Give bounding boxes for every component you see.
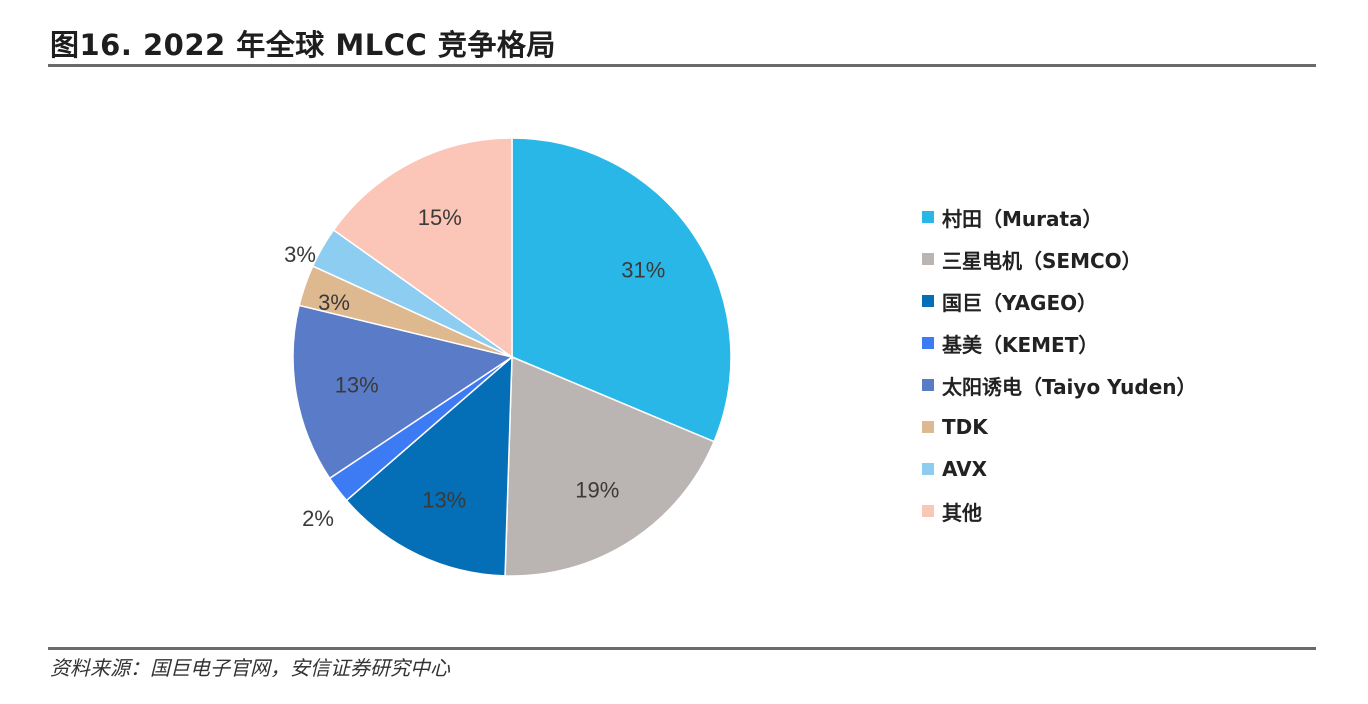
legend-swatch <box>922 253 934 265</box>
legend-label: AVX <box>942 457 988 481</box>
legend-item: 其他 <box>922 490 1342 532</box>
legend-swatch <box>922 463 934 475</box>
legend-label: 其他 <box>942 500 982 525</box>
legend-item: 基美（KEMET） <box>922 322 1342 364</box>
slice-value-label: 3% <box>318 290 350 315</box>
legend-label: 太阳诱电（Taiyo Yuden） <box>942 374 1197 399</box>
legend-label: 三星电机（SEMCO） <box>942 248 1142 273</box>
pie-slice <box>292 304 514 480</box>
pie-slice <box>332 137 513 359</box>
figure-title: 图16. 2022 年全球 MLCC 竞争格局 <box>50 28 556 62</box>
slice-value-label: 15% <box>418 205 462 230</box>
legend-swatch <box>922 211 934 223</box>
legend-item: 三星电机（SEMCO） <box>922 238 1342 280</box>
legend-item: AVX <box>922 448 1342 490</box>
slice-value-label: 19% <box>575 478 619 503</box>
legend-item: 村田（Murata） <box>922 196 1342 238</box>
source-note: 资料来源：国巨电子官网，安信证券研究中心 <box>50 656 450 680</box>
slice-value-label: 2% <box>302 506 334 531</box>
legend-swatch <box>922 505 934 517</box>
legend-label: 国巨（YAGEO） <box>942 290 1098 315</box>
legend-swatch <box>922 295 934 307</box>
legend-item: 太阳诱电（Taiyo Yuden） <box>922 364 1342 406</box>
legend-item: 国巨（YAGEO） <box>922 280 1342 322</box>
slice-value-label: 31% <box>621 258 665 283</box>
title-rule <box>48 64 1316 67</box>
source-rule <box>48 647 1316 650</box>
legend-label: 村田（Murata） <box>942 206 1103 231</box>
legend-swatch <box>922 337 934 349</box>
legend-label: TDK <box>942 415 988 439</box>
chart-legend: 村田（Murata） 三星电机（SEMCO） 国巨（YAGEO） 基美（KEMET） 太… <box>922 196 1342 532</box>
slice-value-label: 3% <box>284 242 316 267</box>
pie-slice <box>511 137 732 443</box>
legend-label: 基美（KEMET） <box>942 332 1099 357</box>
legend-swatch <box>922 421 934 433</box>
legend-swatch <box>922 379 934 391</box>
slice-value-label: 13% <box>422 487 466 512</box>
legend-item: TDK <box>922 406 1342 448</box>
pie-slice <box>504 355 715 577</box>
slice-value-label: 13% <box>335 372 379 397</box>
pie-slice <box>345 355 513 577</box>
